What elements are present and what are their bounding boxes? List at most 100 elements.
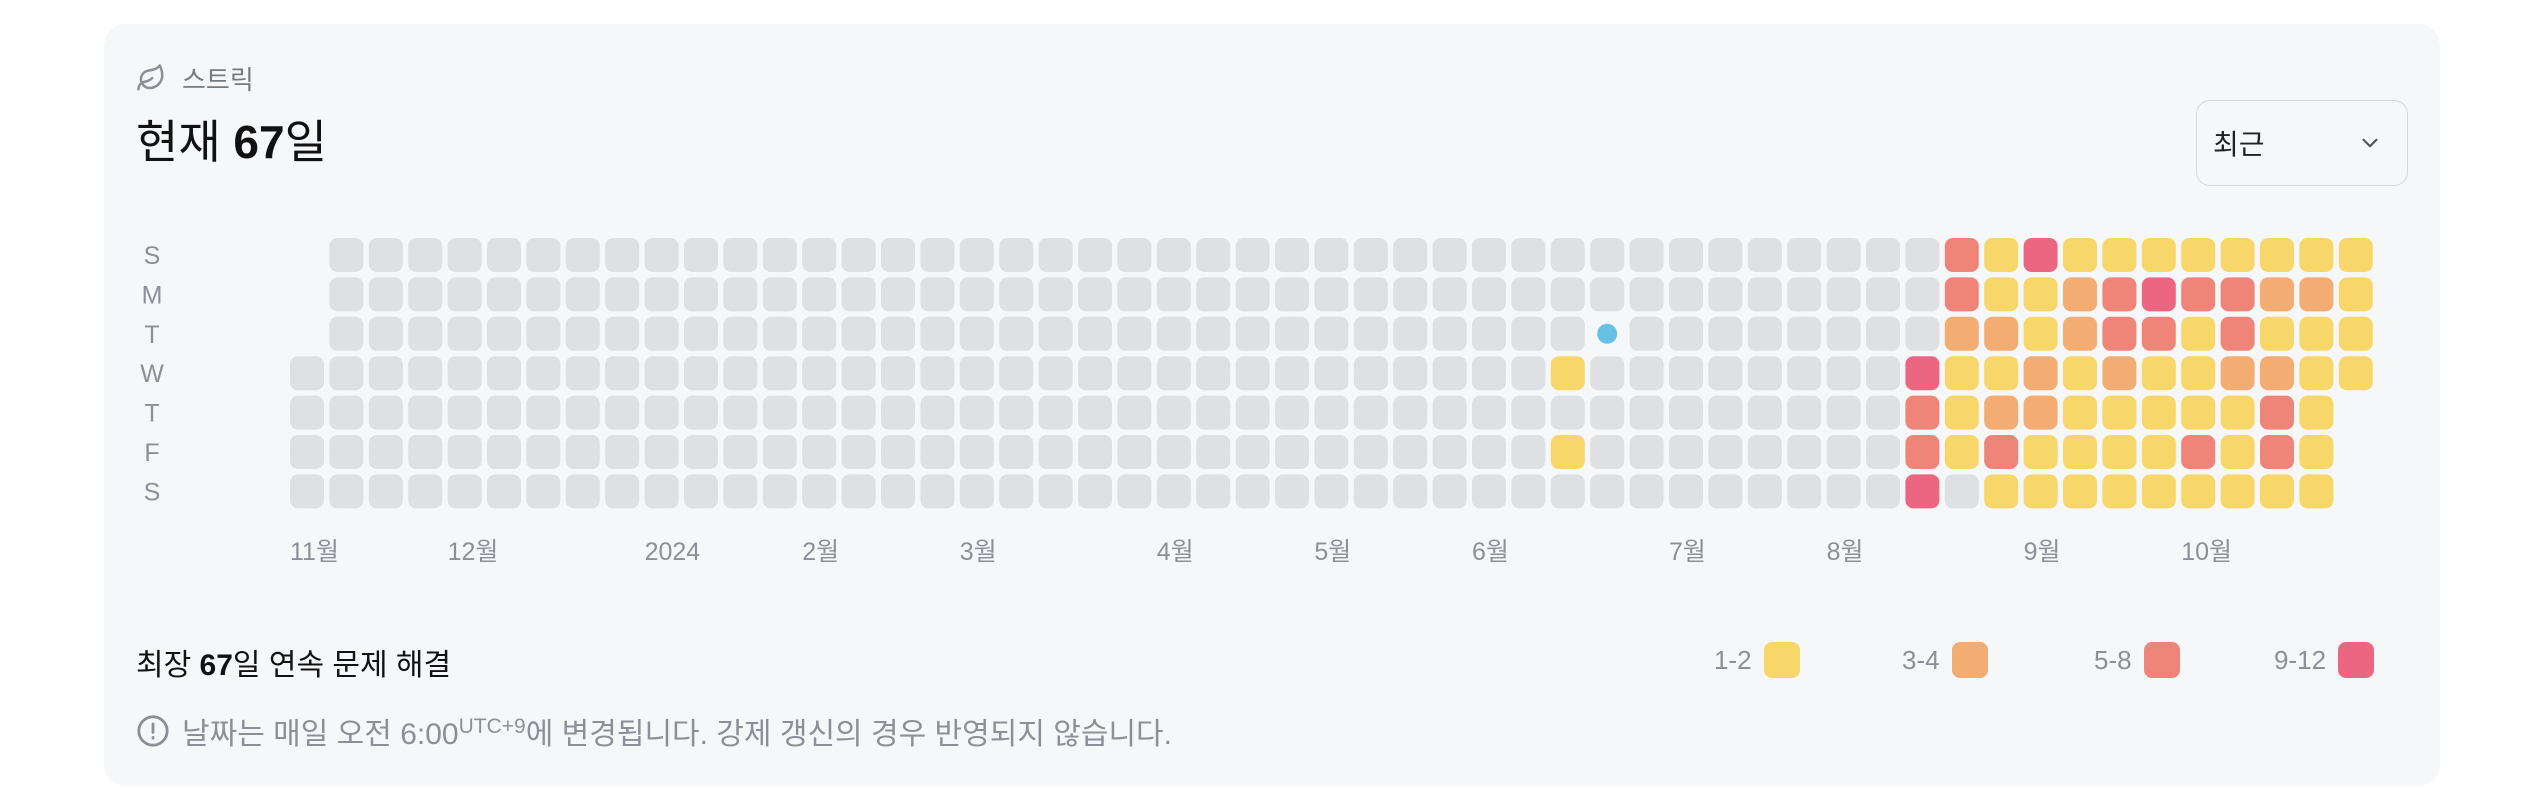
heatmap-cell[interactable] <box>526 435 561 469</box>
heatmap-cell[interactable] <box>1550 316 1585 351</box>
heatmap-cell[interactable] <box>1747 316 1782 351</box>
heatmap-cell[interactable] <box>1826 435 1861 469</box>
heatmap-cell[interactable] <box>1905 356 1940 391</box>
heatmap-cell[interactable] <box>920 238 955 272</box>
heatmap-cell[interactable] <box>2181 238 2216 272</box>
heatmap-cell[interactable] <box>1393 277 1428 312</box>
heatmap-cell[interactable] <box>959 316 994 351</box>
heatmap-cell[interactable] <box>723 238 758 272</box>
heatmap-cell[interactable] <box>1866 395 1900 430</box>
heatmap-cell[interactable] <box>2181 395 2216 430</box>
heatmap-cell[interactable] <box>1629 238 1664 272</box>
heatmap-cell[interactable] <box>1235 356 1270 391</box>
heatmap-cell[interactable] <box>762 356 797 391</box>
heatmap-cell[interactable] <box>762 395 797 430</box>
heatmap-cell[interactable] <box>1196 277 1231 312</box>
heatmap-cell[interactable] <box>1117 316 1152 351</box>
heatmap-cell[interactable] <box>1984 474 2019 509</box>
heatmap-cell[interactable] <box>408 474 443 509</box>
heatmap-cell[interactable] <box>368 356 403 391</box>
heatmap-cell[interactable] <box>408 316 443 351</box>
heatmap-cell[interactable] <box>1432 238 1467 272</box>
heatmap-cell[interactable] <box>762 435 797 469</box>
heatmap-cell[interactable] <box>999 395 1034 430</box>
heatmap-cell[interactable] <box>329 474 364 509</box>
heatmap-cell[interactable] <box>1905 395 1940 430</box>
heatmap-cell[interactable] <box>644 356 679 391</box>
heatmap-cell[interactable] <box>1669 316 1703 351</box>
heatmap-cell[interactable] <box>605 277 640 312</box>
heatmap-cell[interactable] <box>920 356 955 391</box>
heatmap-cell[interactable] <box>1038 395 1073 430</box>
heatmap-cell[interactable] <box>1235 316 1270 351</box>
heatmap-cell[interactable] <box>2220 316 2255 351</box>
heatmap-cell[interactable] <box>1472 277 1506 312</box>
heatmap-cell[interactable] <box>999 277 1034 312</box>
heatmap-cell[interactable] <box>1905 238 1940 272</box>
heatmap-cell[interactable] <box>1156 474 1191 509</box>
heatmap-cell[interactable] <box>1708 395 1743 430</box>
heatmap-cell[interactable] <box>1314 474 1349 509</box>
heatmap-cell[interactable] <box>447 277 482 312</box>
heatmap-cell[interactable] <box>1747 238 1782 272</box>
heatmap-cell[interactable] <box>1629 316 1664 351</box>
heatmap-cell[interactable] <box>1314 395 1349 430</box>
heatmap-cell[interactable] <box>959 238 994 272</box>
heatmap-cell[interactable] <box>841 356 876 391</box>
heatmap-cell[interactable] <box>644 316 679 351</box>
heatmap-cell[interactable] <box>2063 435 2097 469</box>
heatmap-cell[interactable] <box>802 238 837 272</box>
heatmap-cell[interactable] <box>1117 474 1152 509</box>
heatmap-cell[interactable] <box>1944 395 1979 430</box>
heatmap-cell[interactable] <box>2063 356 2097 391</box>
heatmap-cell[interactable] <box>1984 238 2019 272</box>
heatmap-cell[interactable] <box>1787 277 1822 312</box>
heatmap-cell[interactable] <box>723 277 758 312</box>
heatmap-cell[interactable] <box>1235 474 1270 509</box>
heatmap-cell[interactable] <box>684 238 718 272</box>
heatmap-cell[interactable] <box>644 435 679 469</box>
heatmap-cell[interactable] <box>1314 316 1349 351</box>
heatmap-cell[interactable] <box>723 316 758 351</box>
heatmap-cell[interactable] <box>1787 435 1822 469</box>
heatmap-cell[interactable] <box>1472 474 1506 509</box>
heatmap-cell[interactable] <box>1944 238 1979 272</box>
heatmap-cell[interactable] <box>447 356 482 391</box>
heatmap-cell[interactable] <box>1590 277 1625 312</box>
heatmap-cell[interactable] <box>1038 474 1073 509</box>
heatmap-cell[interactable] <box>447 316 482 351</box>
heatmap-cell[interactable] <box>2063 238 2097 272</box>
heatmap-cell[interactable] <box>447 435 482 469</box>
heatmap-cell[interactable] <box>408 435 443 469</box>
heatmap-cell[interactable] <box>1432 435 1467 469</box>
heatmap-cell[interactable] <box>1629 277 1664 312</box>
heatmap-cell[interactable] <box>1550 277 1585 312</box>
heatmap-cell[interactable] <box>1866 435 1900 469</box>
heatmap-cell[interactable] <box>1353 238 1388 272</box>
heatmap-cell[interactable] <box>2260 435 2294 469</box>
heatmap-cell[interactable] <box>1984 316 2019 351</box>
heatmap-cell[interactable] <box>1393 395 1428 430</box>
heatmap-cell[interactable] <box>1511 395 1546 430</box>
heatmap-cell[interactable] <box>2220 435 2255 469</box>
heatmap-cell[interactable] <box>881 435 915 469</box>
heatmap-cell[interactable] <box>841 395 876 430</box>
heatmap-cell[interactable] <box>329 277 364 312</box>
heatmap-cell[interactable] <box>2299 395 2334 430</box>
heatmap-cell[interactable] <box>2102 356 2137 391</box>
heatmap-cell[interactable] <box>1747 395 1782 430</box>
heatmap-cell[interactable] <box>368 395 403 430</box>
heatmap-cell[interactable] <box>1826 356 1861 391</box>
heatmap-cell[interactable] <box>526 316 561 351</box>
heatmap-cell[interactable] <box>684 474 718 509</box>
heatmap-cell[interactable] <box>368 277 403 312</box>
heatmap-cell[interactable] <box>2023 356 2058 391</box>
heatmap-cell[interactable] <box>605 435 640 469</box>
heatmap-cell[interactable] <box>2260 316 2294 351</box>
heatmap-cell[interactable] <box>1235 435 1270 469</box>
heatmap-cell[interactable] <box>1353 474 1388 509</box>
heatmap-cell[interactable] <box>644 395 679 430</box>
heatmap-cell[interactable] <box>1117 435 1152 469</box>
heatmap-cell[interactable] <box>920 435 955 469</box>
heatmap-cell[interactable] <box>684 356 718 391</box>
